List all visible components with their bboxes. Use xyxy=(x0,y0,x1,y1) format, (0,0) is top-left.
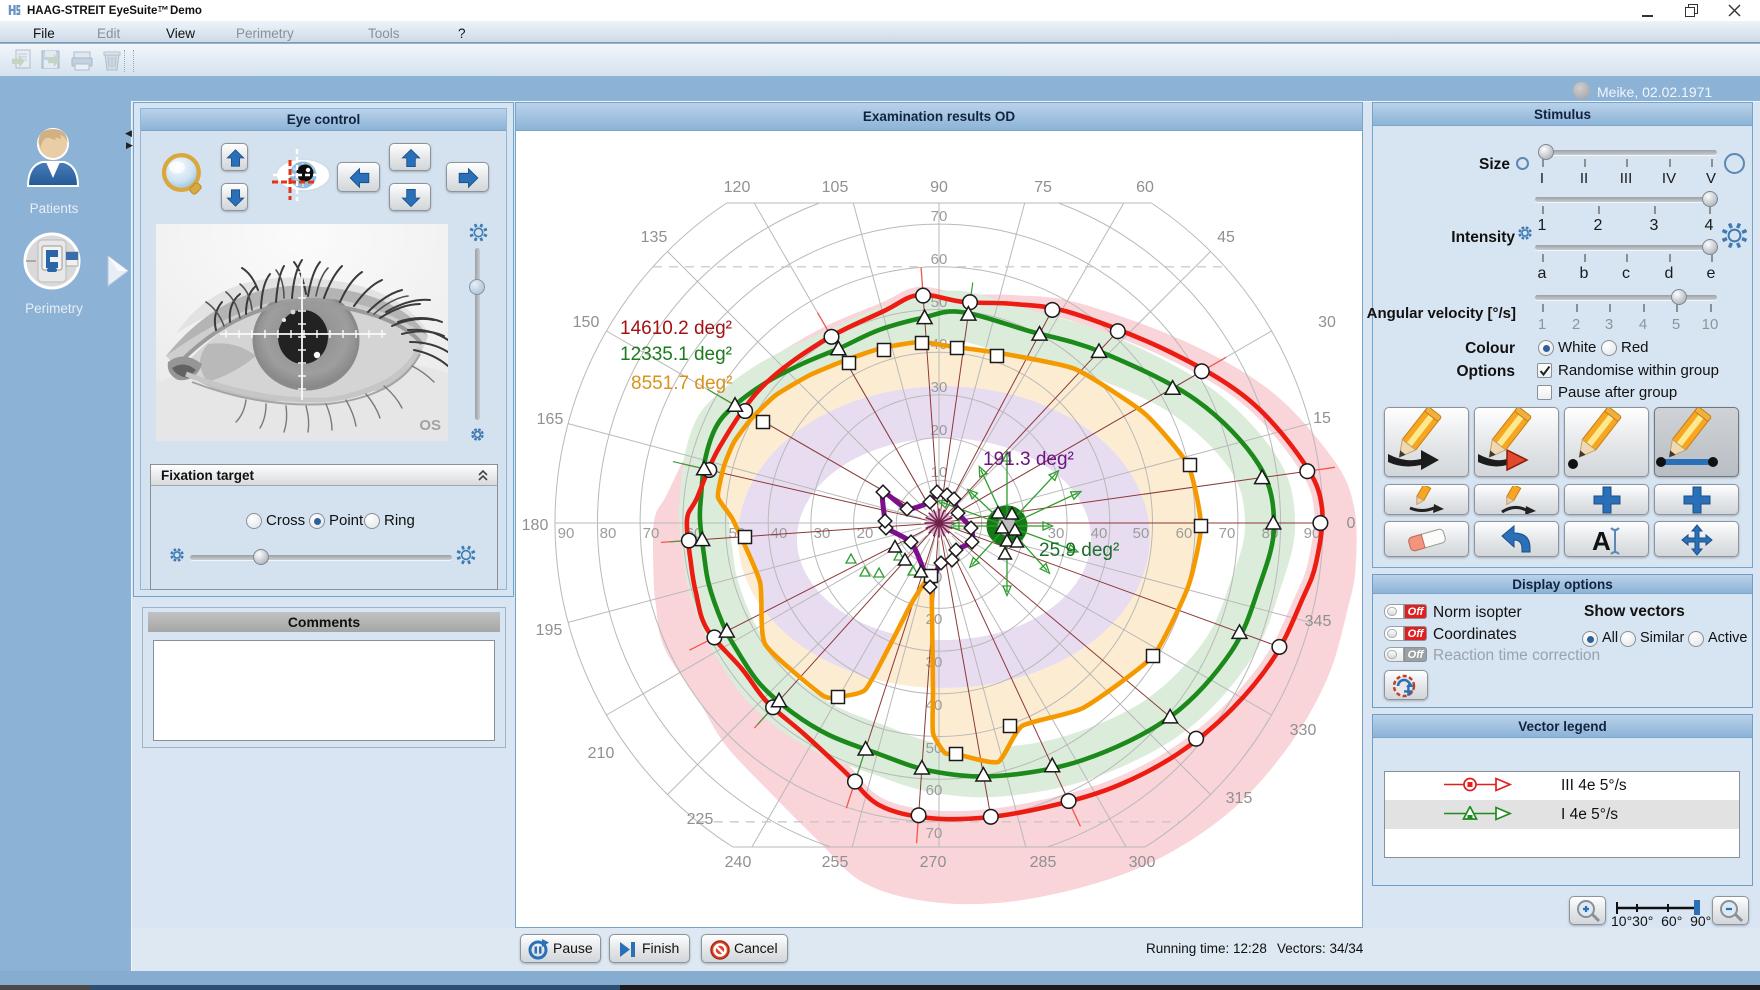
svg-text:105: 105 xyxy=(822,179,849,196)
svg-text:30: 30 xyxy=(1048,525,1065,542)
svg-text:70: 70 xyxy=(1219,525,1236,542)
svg-text:8551.7 deg²: 8551.7 deg² xyxy=(631,373,732,394)
svg-text:20: 20 xyxy=(857,525,874,542)
svg-text:90: 90 xyxy=(558,525,575,542)
svg-text:165: 165 xyxy=(537,411,564,428)
svg-text:60: 60 xyxy=(931,251,948,268)
svg-text:60: 60 xyxy=(1176,525,1193,542)
svg-text:180: 180 xyxy=(522,517,549,534)
svg-text:225: 225 xyxy=(687,811,714,828)
svg-text:60: 60 xyxy=(1136,179,1154,196)
svg-text:70: 70 xyxy=(931,208,948,225)
svg-text:12335.1 deg²: 12335.1 deg² xyxy=(620,344,732,365)
svg-text:60: 60 xyxy=(926,782,943,799)
svg-text:50: 50 xyxy=(1133,525,1150,542)
svg-text:270: 270 xyxy=(920,854,947,871)
svg-text:285: 285 xyxy=(1030,854,1057,871)
svg-text:45: 45 xyxy=(1217,229,1235,246)
svg-text:210: 210 xyxy=(588,745,615,762)
svg-text:315: 315 xyxy=(1226,790,1253,807)
svg-text:80: 80 xyxy=(600,525,617,542)
svg-text:20: 20 xyxy=(931,422,948,439)
svg-text:75: 75 xyxy=(1034,179,1052,196)
svg-text:255: 255 xyxy=(822,854,849,871)
svg-text:A: A xyxy=(1592,526,1611,556)
svg-text:25.9 deg²: 25.9 deg² xyxy=(1039,540,1119,561)
svg-text:150: 150 xyxy=(573,314,600,331)
svg-text:15: 15 xyxy=(1313,410,1331,427)
svg-text:30: 30 xyxy=(814,525,831,542)
svg-text:70: 70 xyxy=(643,525,660,542)
svg-text:195: 195 xyxy=(536,622,563,639)
svg-text:40: 40 xyxy=(771,525,788,542)
svg-text:30: 30 xyxy=(931,379,948,396)
svg-text:70: 70 xyxy=(926,825,943,842)
svg-text:14610.2 deg²: 14610.2 deg² xyxy=(620,318,732,339)
svg-text:300: 300 xyxy=(1129,854,1156,871)
svg-text:120: 120 xyxy=(724,179,751,196)
svg-text:191.3 deg²: 191.3 deg² xyxy=(983,449,1074,470)
svg-text:40: 40 xyxy=(1091,525,1108,542)
svg-text:0: 0 xyxy=(1347,515,1356,532)
svg-text:90: 90 xyxy=(930,179,948,196)
svg-text:30: 30 xyxy=(1318,314,1336,331)
svg-text:135: 135 xyxy=(641,229,668,246)
svg-text:OS: OS xyxy=(419,417,441,434)
svg-text:240: 240 xyxy=(725,854,752,871)
svg-text:345: 345 xyxy=(1305,613,1332,630)
svg-text:330: 330 xyxy=(1290,722,1317,739)
